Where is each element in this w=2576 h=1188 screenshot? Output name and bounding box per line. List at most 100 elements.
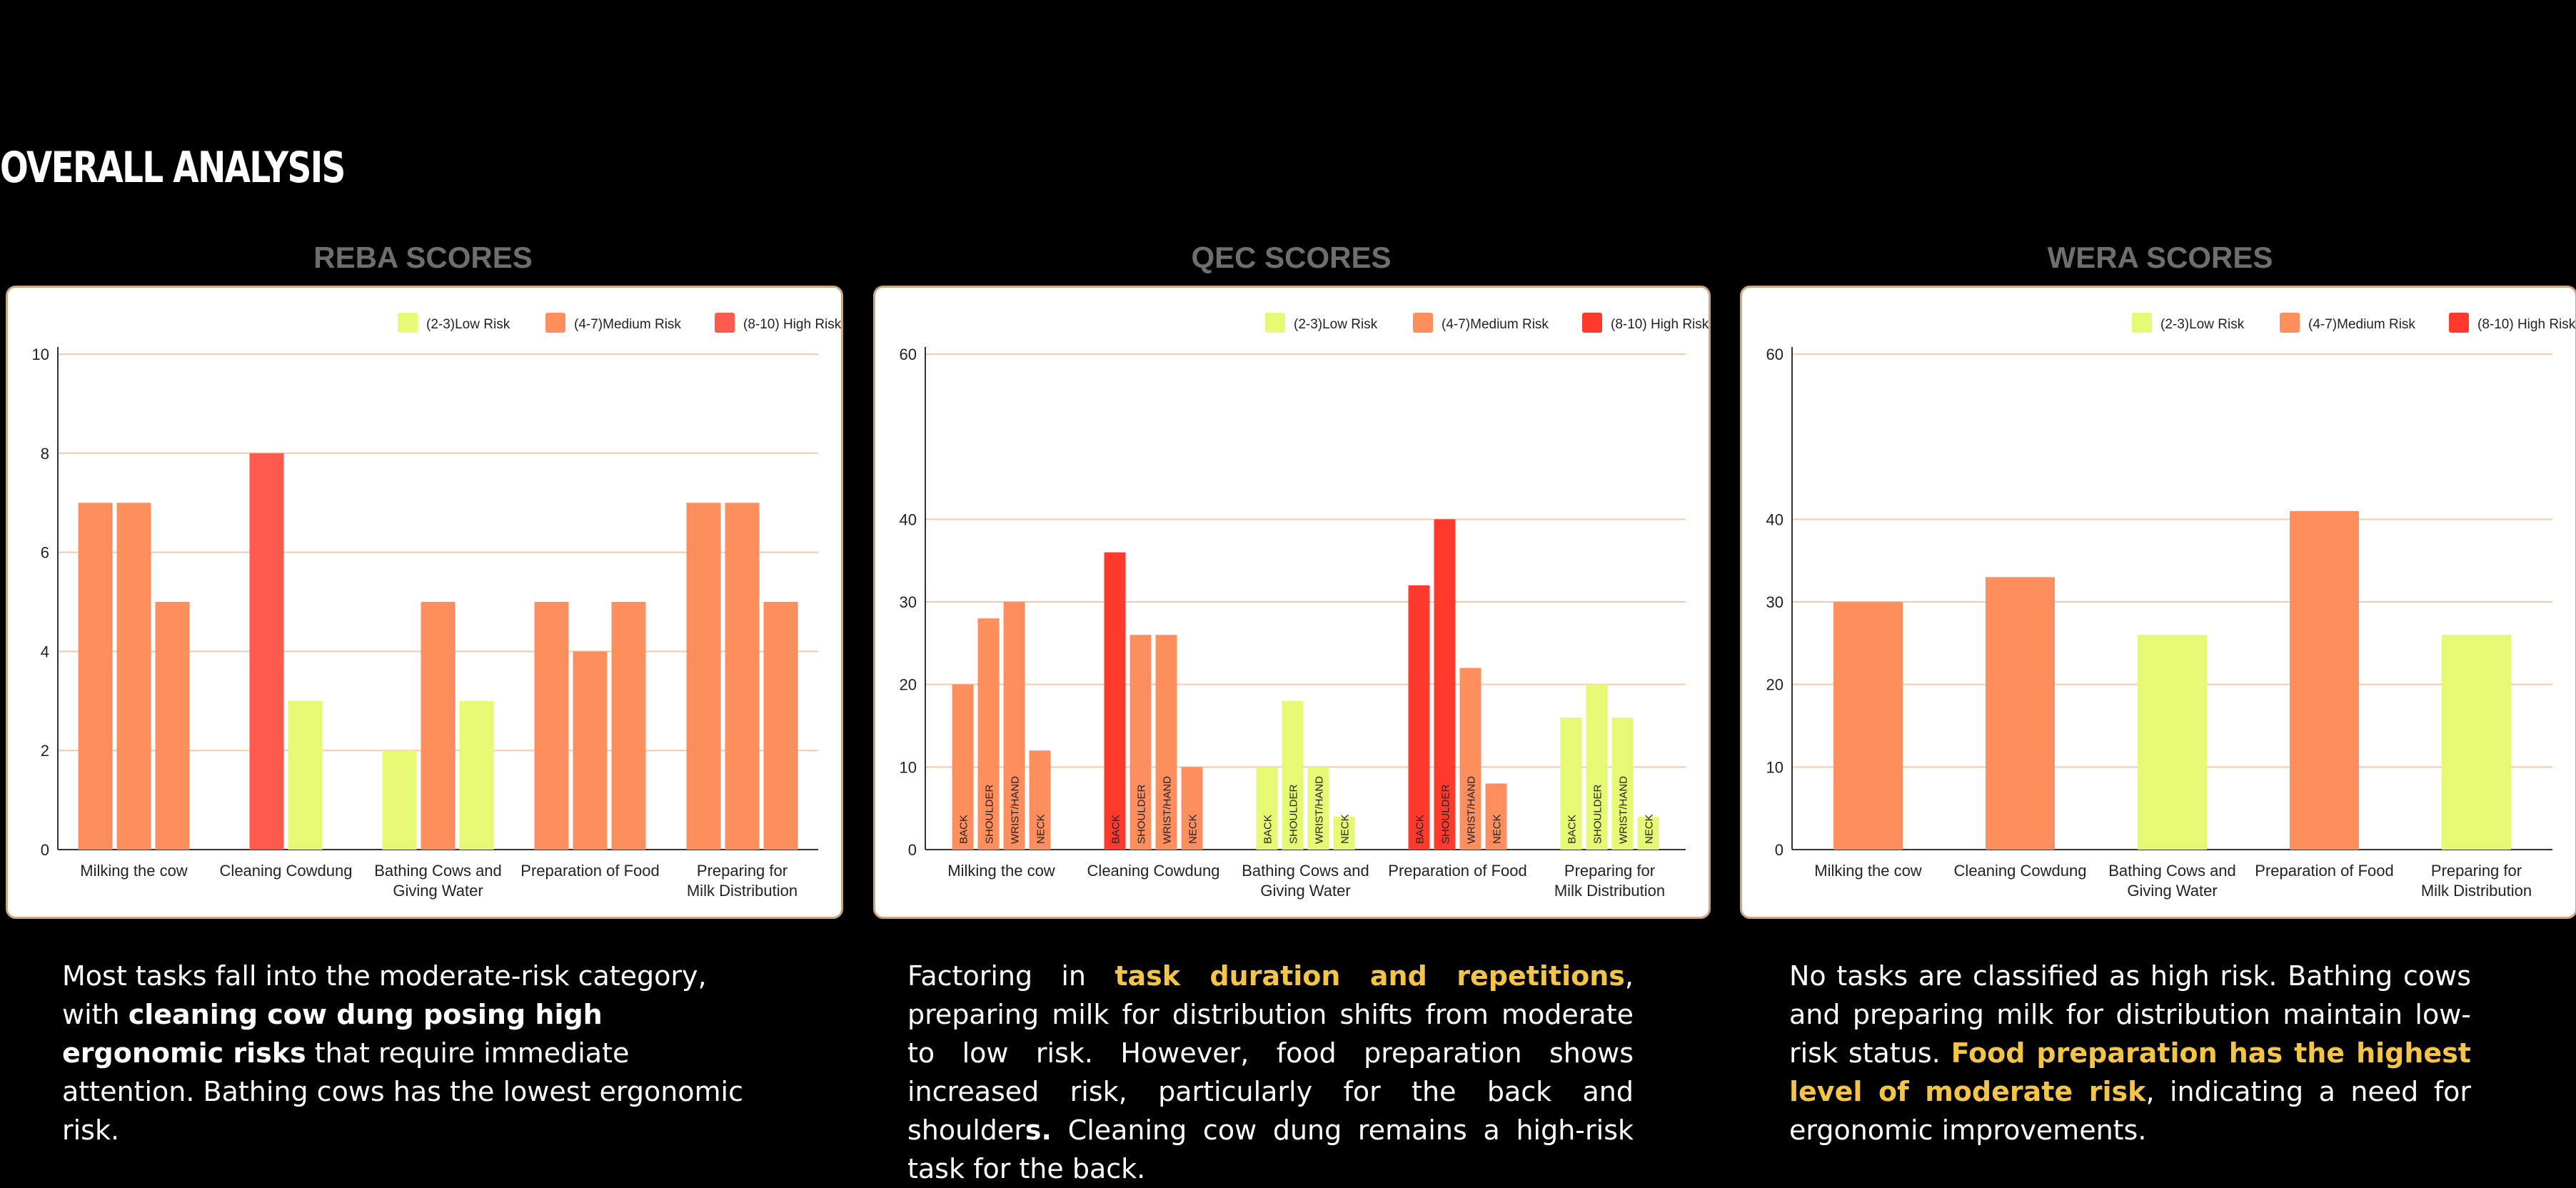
wera-bar [1833, 602, 1903, 850]
wera-legend-swatch [2132, 313, 2152, 333]
qec-category-label: Cleaning Cowdung [1087, 862, 1220, 880]
reba-legend-swatch [398, 313, 418, 333]
qec-bar-label: BACK [1110, 815, 1122, 844]
qec-chart-card: (2-3)Low Risk (4-7)Medium Risk (8-10) High… [873, 286, 1711, 919]
wera-category-label: Milking the cow [1814, 862, 1922, 880]
qec-bar-label: BACK [1262, 815, 1274, 844]
reba-bar [611, 602, 646, 850]
wera-category-label: Giving Water [2127, 882, 2217, 900]
reba-category-label: Giving Water [393, 882, 483, 900]
reba-chart-card: (2-3)Low Risk (4-7)Medium Risk (8-10) High… [6, 286, 843, 919]
qec-legend-label: (2-3)Low Risk [1294, 317, 1378, 332]
qec-bar [1586, 684, 1608, 850]
wera-caption-post: , indicating a need for ergonomic improv… [1789, 1076, 2471, 1146]
reba-bar [288, 700, 323, 850]
reba-chart: (2-3)Low Risk (4-7)Medium Risk (8-10) High… [32, 313, 842, 900]
reba-y-tick-label: 8 [41, 445, 49, 463]
wera-caption: No tasks are classified as high risk. Ba… [1789, 957, 2471, 1149]
qec-category-label: Giving Water [1260, 882, 1350, 900]
wera-legend-label: (8-10) High Risk [2477, 317, 2576, 332]
reba-bar [155, 602, 190, 850]
qec-caption-bold: s. [1025, 1114, 1052, 1146]
qec-caption-highlight: task duration and repetitions [1115, 960, 1625, 992]
reba-bar [725, 503, 760, 850]
wera-y-tick-label: 0 [1775, 841, 1783, 859]
wera-bar [1986, 577, 2055, 850]
reba-heading: REBA SCORES [313, 241, 533, 274]
qec-category-label: Bathing Cows and [1242, 862, 1369, 880]
qec-bar [1129, 635, 1152, 850]
reba-bar [382, 750, 417, 850]
qec-bar-label: SHOULDER [1592, 784, 1604, 844]
qec-legend-swatch [1265, 313, 1285, 333]
wera-caption-highlight: Food preparation has the highest level o… [1789, 1037, 2471, 1107]
qec-category-label: Milk Distribution [1554, 882, 1665, 900]
reba-bar [249, 453, 284, 850]
reba-bar [116, 503, 151, 850]
reba-legend-swatch [545, 313, 565, 333]
qec-chart: (2-3)Low Risk (4-7)Medium Risk (8-10) High… [900, 313, 1709, 900]
wera-category-label: Milk Distribution [2421, 882, 2532, 900]
reba-caption-text: Most tasks fall into the moderate-risk c… [62, 960, 707, 1030]
reba-bar [573, 651, 608, 850]
qec-bar-label: SHOULDER [1136, 784, 1148, 844]
qec-bar-label: WRIST/HAND [1466, 776, 1478, 844]
qec-bar-label: SHOULDER [984, 784, 996, 844]
qec-caption-mid: , preparing milk for distribution shifts… [907, 960, 1634, 1146]
qec-bar-label: NECK [1035, 814, 1047, 844]
reba-legend-swatch [715, 313, 735, 333]
qec-y-tick-label: 0 [908, 841, 917, 859]
qec-bar-label: SHOULDER [1288, 784, 1300, 844]
qec-bar [1307, 767, 1329, 850]
wera-legend-label: (2-3)Low Risk [2160, 317, 2245, 332]
qec-bar [977, 618, 1000, 850]
reba-bar [459, 700, 494, 850]
qec-bar [1459, 668, 1481, 850]
qec-legend-label: (8-10) High Risk [1611, 317, 1709, 332]
reba-category-label: Preparing for [697, 862, 788, 880]
reba-legend-label: (8-10) High Risk [743, 317, 842, 332]
wera-y-tick-label: 40 [1766, 510, 1783, 528]
qec-bar [1434, 519, 1456, 850]
reba-legend-label: (2-3)Low Risk [426, 317, 510, 332]
qec-bar [1282, 700, 1304, 850]
reba-y-tick-label: 4 [41, 643, 49, 660]
reba-y-tick-label: 10 [32, 346, 49, 363]
reba-bar [534, 602, 569, 850]
qec-bar [1256, 767, 1278, 850]
qec-bar-label: NECK [1644, 814, 1656, 844]
reba-bar [763, 602, 798, 850]
qec-bar-label: BACK [1414, 815, 1427, 844]
qec-bar [1333, 816, 1355, 850]
qec-bar [1408, 585, 1430, 850]
reba-category-label: Milk Distribution [687, 882, 798, 900]
wera-caption-pre: No tasks are classified as high risk. Ba… [1789, 960, 2471, 1069]
qec-y-tick-label: 60 [900, 346, 917, 363]
qec-category-label: Preparing for [1564, 862, 1655, 880]
qec-bar-label: BACK [1566, 815, 1579, 844]
reba-y-tick-label: 0 [41, 841, 49, 859]
qec-bar-label: NECK [1339, 814, 1352, 844]
wera-heading: WERA SCORES [2047, 241, 2273, 274]
qec-category-label: Milking the cow [947, 862, 1055, 880]
qec-bar-label: NECK [1491, 814, 1504, 844]
reba-category-label: Preparation of Food [520, 862, 659, 880]
qec-bar-label: WRIST/HAND [1618, 776, 1630, 844]
wera-bar [2290, 510, 2359, 850]
page-title: OVERALL ANALYSIS [0, 143, 346, 193]
qec-bar-label: NECK [1187, 814, 1199, 844]
qec-caption: Factoring in task duration and repetitio… [907, 957, 1634, 1188]
wera-category-label: Cleaning Cowdung [1954, 862, 2087, 880]
reba-category-label: Milking the cow [80, 862, 188, 880]
qec-bar [1181, 767, 1203, 850]
reba-bar [78, 503, 113, 850]
wera-legend-swatch [2280, 313, 2300, 333]
wera-bar [2442, 635, 2511, 850]
wera-chart-card: (2-3)Low Risk (4-7)Medium Risk (8-10) High… [1740, 286, 2576, 919]
qec-bar-label: SHOULDER [1440, 784, 1452, 844]
wera-y-tick-label: 20 [1766, 676, 1783, 694]
wera-y-tick-label: 30 [1766, 593, 1783, 611]
qec-y-tick-label: 20 [900, 676, 917, 694]
qec-legend-swatch [1582, 313, 1602, 333]
reba-bar [421, 602, 456, 850]
